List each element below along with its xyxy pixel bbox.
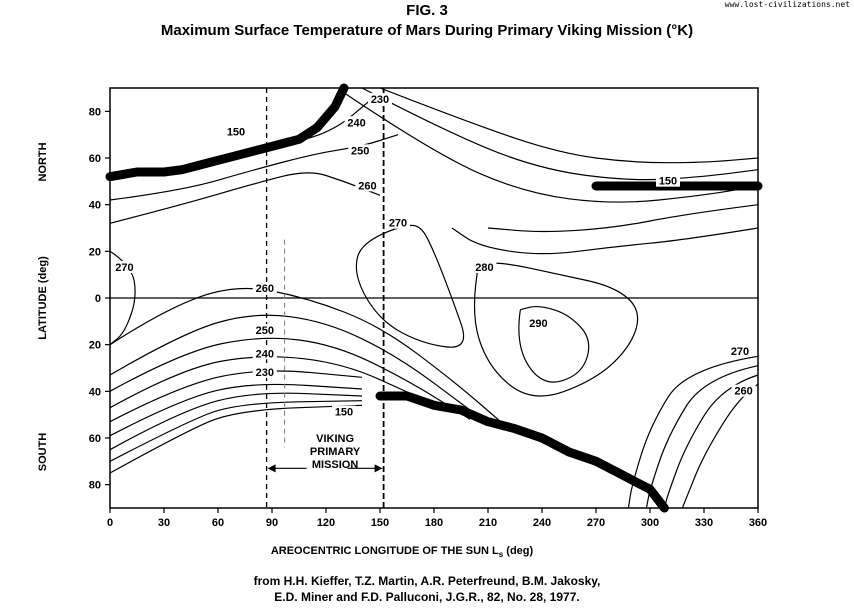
isotherm-line <box>109 287 507 427</box>
x-tick-label: 120 <box>317 517 335 529</box>
contour-label: 250 <box>351 145 369 157</box>
y-tick-label: 0 <box>95 293 101 305</box>
isotherm-line <box>451 227 759 255</box>
x-tick-label: 270 <box>587 517 605 529</box>
isotherm-loop-290 <box>518 305 590 383</box>
isotherm-line <box>109 172 381 224</box>
isotherm-line <box>109 356 417 409</box>
y-tick-label: 40 <box>89 386 101 398</box>
contour-label: 270 <box>731 346 749 358</box>
contour-label-bg <box>344 116 369 129</box>
x-tick-label: 90 <box>266 517 278 529</box>
x-tick-label: 150 <box>371 517 389 529</box>
contour-label: 270 <box>115 262 133 274</box>
contour-label-bg <box>332 405 356 418</box>
contour-label: 150 <box>227 127 245 139</box>
contour-label: 150 <box>659 176 677 188</box>
contour-label-bg <box>348 144 373 157</box>
x-tick-label: 60 <box>212 517 224 529</box>
x-tick-label: 30 <box>158 517 170 529</box>
contour-label-bg <box>728 345 752 357</box>
citation-line-2: E.D. Miner and F.D. Palluconi, J.G.R., 8… <box>274 590 580 604</box>
north-polar-cap <box>105 83 349 182</box>
contour-label-bg <box>656 174 680 187</box>
mission-label: PRIMARY <box>310 446 361 458</box>
contour-label: 260 <box>358 180 376 192</box>
contour-label-bg <box>224 125 248 138</box>
isotherm-line <box>109 404 363 474</box>
x-tick-label: 360 <box>749 517 767 529</box>
contour-label-bg <box>355 179 380 192</box>
contour-label: 230 <box>256 367 274 379</box>
y-tick-label: 80 <box>89 106 101 118</box>
arrowhead-left-icon <box>267 464 276 473</box>
y-tick-label: 60 <box>89 433 101 445</box>
y-axis-label-south: SOUTH <box>37 433 49 472</box>
arrowhead-right-icon <box>374 464 383 473</box>
contour-label: 290 <box>529 318 547 330</box>
contour-label-bg <box>472 261 497 273</box>
y-axis-label: LATITUDE (deg) <box>37 256 49 340</box>
x-tick-label: 240 <box>533 517 551 529</box>
x-tick-label: 330 <box>695 517 713 529</box>
isotherm-line <box>343 92 759 203</box>
isotherm-line <box>109 337 471 420</box>
contour-label: 240 <box>256 348 274 360</box>
y-tick-label: 20 <box>89 246 101 258</box>
contour-lines <box>109 87 759 509</box>
isotherm-line <box>681 383 759 509</box>
mission-label: VIKING <box>316 433 354 445</box>
contour-label-bg <box>252 324 277 336</box>
isotherm-line <box>109 383 363 437</box>
isotherm-line <box>109 314 471 411</box>
contour-label: 270 <box>389 218 407 230</box>
x-tick-label: 0 <box>107 517 113 529</box>
x-axis-label: AREOCENTRIC LONGITUDE OF THE SUN Ls (deg… <box>271 545 534 559</box>
polar-cap-boundary <box>105 83 763 513</box>
isotherm-line <box>487 204 759 233</box>
isotherm-line <box>361 87 759 181</box>
contour-label-bg <box>526 317 551 329</box>
y-axis-ticks: 80 60 40 20 0 20 40 60 80 <box>89 106 110 492</box>
contour-label-bg <box>368 93 392 105</box>
watermark: www.lost-civilizations.net <box>724 0 850 9</box>
mission-label: MISSION <box>312 459 359 471</box>
y-tick-label: 60 <box>89 153 101 165</box>
contour-label: 260 <box>256 283 274 295</box>
contour-label: 230 <box>371 94 389 106</box>
figure-title: Maximum Surface Temperature of Mars Duri… <box>160 22 694 39</box>
contour-label-bg <box>252 366 277 378</box>
contour-label-bg <box>112 261 137 273</box>
contour-label: 240 <box>347 117 365 129</box>
x-tick-label: 210 <box>479 517 497 529</box>
y-tick-label: 80 <box>89 480 101 492</box>
isotherm-line <box>663 374 759 509</box>
x-tick-label: 300 <box>641 517 659 529</box>
isotherm-line <box>109 370 363 423</box>
contour-label: 260 <box>734 386 752 398</box>
y-axis-label-north: NORTH <box>37 142 49 181</box>
isotherm-loop-270 <box>355 224 465 348</box>
contour-label-bg <box>252 347 277 360</box>
isotherm-line <box>109 392 363 451</box>
isotherm-line <box>109 400 363 462</box>
y-tick-label: 20 <box>89 340 101 352</box>
contour-label-bg <box>386 216 410 229</box>
citation-line-1: from H.H. Kieffer, T.Z. Martin, A.R. Pet… <box>253 574 601 588</box>
figure-label: FIG. 3 <box>406 2 448 19</box>
x-axis-ticks: 0 30 60 90 120 150 180 210 240 270 300 330 360 <box>107 508 767 529</box>
isotherm-loop-280 <box>473 262 639 397</box>
south-polar-cap <box>375 391 669 513</box>
y-tick-label: 40 <box>89 200 101 212</box>
contour-label-bg <box>731 384 756 397</box>
x-tick-label: 180 <box>425 517 443 529</box>
contour-labels: 150 230 240 250 260 270 150 270 260 280 290 250 240 2… <box>112 93 756 419</box>
contour-label: 150 <box>335 407 353 419</box>
contour-label-bg <box>252 282 277 294</box>
contour-label: 280 <box>475 262 493 274</box>
isotherm-line <box>379 87 759 164</box>
contour-label: 250 <box>256 325 274 337</box>
